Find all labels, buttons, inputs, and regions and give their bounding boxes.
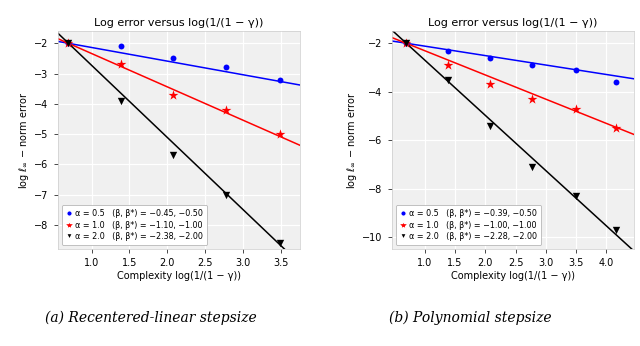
Point (443, 62, 453, 68)
X-axis label: Complexity log(1/(1 − γ)): Complexity log(1/(1 − γ)) (451, 271, 575, 281)
Point (443, 77, 453, 82)
Y-axis label: log $\ell_\infty$ $-$ norm error: log $\ell_\infty$ $-$ norm error (17, 92, 31, 189)
Point (275, 131, 285, 137)
Point (571, 193, 581, 199)
Legend: α = 0.5   (β, β*) = −0.39, −0.50, α = 1.0   (β, β*) = −1.00, −1.00, α = 2.0   (β: α = 0.5 (β, β*) = −0.39, −0.50, α = 1.0 … (396, 205, 541, 245)
Title: Log error versus log(1/(1 − γ)): Log error versus log(1/(1 − γ)) (94, 18, 263, 28)
Point (63, 40, 74, 46)
Text: (b) Polynomial stepsize: (b) Polynomial stepsize (389, 310, 552, 325)
Point (485, 82, 495, 87)
Point (221, 107, 231, 113)
Point (571, 67, 581, 73)
Point (116, 62, 126, 67)
Point (571, 106, 581, 111)
Point (611, 227, 621, 233)
Point (63, 40, 74, 46)
Point (275, 240, 285, 246)
Point (401, 40, 412, 46)
Point (485, 55, 495, 61)
Point (611, 79, 621, 85)
Point (401, 40, 412, 46)
Point (443, 48, 453, 53)
Legend: α = 0.5   (β, β*) = −0.45, −0.50, α = 1.0   (β, β*) = −1.10, −1.00, α = 2.0   (β: α = 0.5 (β, β*) = −0.45, −0.50, α = 1.0 … (61, 205, 207, 245)
Point (168, 92, 179, 98)
Point (401, 40, 412, 46)
Text: (a) Recentered-linear stepsize: (a) Recentered-linear stepsize (45, 310, 256, 325)
Point (527, 96, 537, 102)
Point (611, 125, 621, 131)
Point (275, 77, 285, 82)
Point (485, 123, 495, 128)
Point (168, 153, 179, 158)
X-axis label: Complexity log(1/(1 − γ)): Complexity log(1/(1 − γ)) (116, 271, 241, 281)
Point (168, 56, 179, 61)
Point (527, 164, 537, 170)
Point (221, 65, 231, 70)
Point (116, 98, 126, 103)
Point (116, 44, 126, 49)
Point (527, 62, 537, 68)
Point (221, 192, 231, 197)
Point (63, 40, 74, 46)
Title: Log error versus log(1/(1 − γ)): Log error versus log(1/(1 − γ)) (428, 18, 597, 28)
Y-axis label: log $\ell_\infty$ $-$ norm error: log $\ell_\infty$ $-$ norm error (346, 92, 360, 189)
